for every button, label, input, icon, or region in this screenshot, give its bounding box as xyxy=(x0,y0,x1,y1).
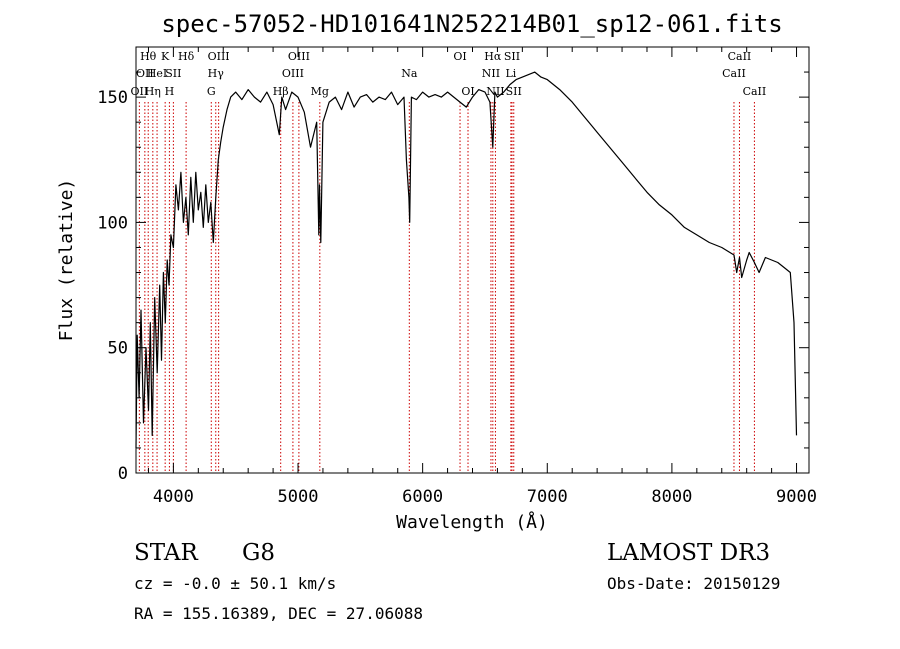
plot-frame xyxy=(135,46,810,474)
marker-label-14: OIII xyxy=(288,50,310,63)
marker-label-2: Hθ xyxy=(140,50,157,63)
object-class: STAR xyxy=(134,540,198,566)
marker-label-12: Hβ xyxy=(273,85,289,98)
y-tick-label: 50 xyxy=(108,339,128,359)
x-axis-label: Wavelength (Å) xyxy=(396,511,548,533)
marker-label-19: NII xyxy=(482,67,500,80)
x-tick-label: 7000 xyxy=(527,487,568,507)
x-tick-label: 5000 xyxy=(278,487,319,507)
marker-label-6: H xyxy=(165,85,175,98)
marker-label-17: OI xyxy=(453,50,466,63)
marker-label-9: G xyxy=(207,85,216,98)
x-tick-label: 6000 xyxy=(402,487,443,507)
marker-label-16: Na xyxy=(401,67,418,80)
spectrum-series xyxy=(135,71,798,448)
coordinates-readout: RA = 155.16389, DEC = 27.06088 xyxy=(134,604,423,623)
marker-label-21: NII xyxy=(486,85,504,98)
chart-title: spec-57052-HD101641N252214B01_sp12-061.f… xyxy=(161,10,782,38)
marker-label-26: CaII xyxy=(728,50,752,63)
spectral-line-markers: OII OII Hθ Hη HeI K H SII Hδ G Hγ OIII Hβ OIII OIII Mg N… xyxy=(131,50,767,473)
x-tick-label: 9000 xyxy=(776,487,817,507)
redshift-readout: cz = -0.0 ± 50.1 km/s xyxy=(134,574,337,593)
y-tick-label: 100 xyxy=(97,213,128,233)
spectral-subclass: G8 xyxy=(242,540,276,566)
marker-label-7: SII xyxy=(165,67,181,80)
marker-label-10: Hγ xyxy=(208,67,225,80)
marker-label-3: Hη xyxy=(145,85,161,98)
marker-label-11: OIII xyxy=(208,50,230,63)
marker-label-1: OII xyxy=(136,67,154,80)
spectrum-line xyxy=(135,71,798,448)
marker-label-0: OII xyxy=(131,85,149,98)
marker-label-18: OI xyxy=(461,85,474,98)
x-tick-label: 8000 xyxy=(651,487,692,507)
marker-label-22: Li xyxy=(505,67,516,80)
marker-label-15: Mg xyxy=(311,85,329,98)
marker-label-24: SII xyxy=(506,85,522,98)
marker-label-23: SII xyxy=(504,50,520,63)
x-tick-label: 4000 xyxy=(153,487,194,507)
y-tick-label: 150 xyxy=(97,88,128,108)
axis-ticks: 4000 5000 6000 7000 8000 9000 0 50 100 150 xyxy=(97,46,817,507)
marker-label-5: K xyxy=(161,50,170,63)
marker-label-25: CaII xyxy=(722,67,746,80)
y-axis-label: Flux (relative) xyxy=(56,179,77,342)
marker-label-8: Hδ xyxy=(178,50,195,63)
marker-label-4: HeI xyxy=(147,67,167,80)
marker-label-27: CaII xyxy=(743,85,767,98)
marker-label-13: OIII xyxy=(282,67,304,80)
y-tick-label: 0 xyxy=(118,464,128,484)
survey-name: LAMOST DR3 xyxy=(607,540,771,566)
marker-label-20: Hα xyxy=(484,50,502,63)
observation-date: Obs-Date: 20150129 xyxy=(607,574,781,593)
